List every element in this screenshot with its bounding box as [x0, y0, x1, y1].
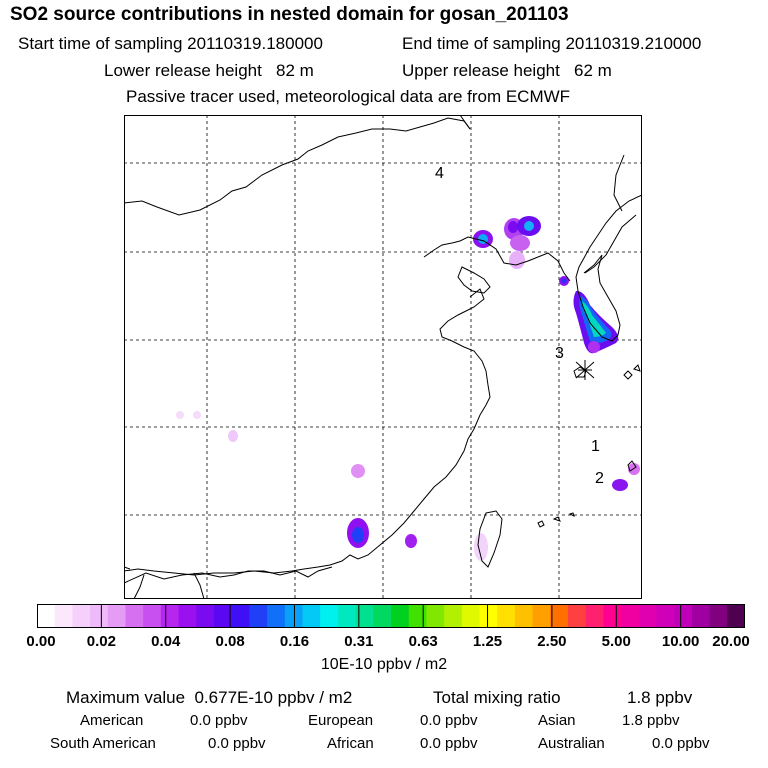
- colorbar-label: 20.00: [712, 633, 750, 650]
- lat-lon-grid: [124, 115, 642, 599]
- release-site: [575, 360, 595, 380]
- total-mixing-ratio-value: 1.8 ppbv: [627, 688, 693, 707]
- colorbar-cell: [497, 604, 516, 628]
- colorbar-label: 0.31: [344, 633, 374, 650]
- colorbar-cell: [391, 604, 410, 628]
- marker-4: 4: [435, 165, 444, 182]
- region-american-value: 0.0 ppbv: [190, 712, 248, 729]
- asterisk-icon: [575, 360, 595, 380]
- colorbar-cell: [302, 604, 321, 628]
- marker-1: 1: [591, 438, 600, 455]
- region-american-name: American: [80, 712, 144, 729]
- colorbar-cell: [249, 604, 268, 628]
- plume-korea: [559, 276, 619, 354]
- colorbar-cell: [603, 604, 622, 628]
- region-european-name: European: [308, 712, 374, 729]
- region-european-value: 0.0 ppbv: [420, 712, 478, 729]
- region-african-name: African: [327, 735, 374, 752]
- colorbar-cell: [550, 604, 569, 628]
- region-australian-name: Australian: [538, 735, 605, 752]
- region-african-value: 0.0 ppbv: [420, 735, 478, 752]
- colorbar-label: 0.08: [215, 633, 245, 650]
- colorbar-cell: [284, 604, 303, 628]
- colorbar-cell: [461, 604, 480, 628]
- colorbar-cell: [355, 604, 374, 628]
- map-frame: 4 3 1 2: [124, 115, 642, 599]
- start-time: Start time of sampling 20110319.180000: [18, 34, 323, 53]
- colorbar: [37, 604, 745, 628]
- colorbar-label: 0.16: [279, 633, 310, 650]
- colorbar-cell: [514, 604, 534, 628]
- region-australian-value: 0.0 ppbv: [652, 735, 710, 752]
- colorbar-cell: [37, 604, 56, 628]
- colorbar-cell: [656, 604, 675, 628]
- colorbar-label: 10.00: [661, 633, 700, 650]
- colorbar-cell: [727, 604, 745, 628]
- colorbar-cell: [585, 604, 604, 628]
- maximum-value: Maximum value 0.677E-10 ppbv / m2: [66, 688, 353, 707]
- colorbar-cell: [107, 604, 126, 628]
- colorbar-cell: [160, 604, 180, 628]
- colorbar-cell: [143, 604, 162, 628]
- tracer-note: Passive tracer used, meteorological data…: [126, 87, 571, 106]
- colorbar-label: 2.50: [537, 633, 567, 650]
- colorbar-cell: [231, 604, 250, 628]
- colorbar-cell: [337, 604, 357, 628]
- colorbar-cell: [90, 604, 109, 628]
- colorbar-cell: [568, 604, 587, 628]
- colorbar-cell: [178, 604, 197, 628]
- total-mixing-ratio-label: Total mixing ratio: [433, 688, 561, 707]
- lower-release-height: Lower release height 82 m: [104, 61, 314, 80]
- colorbar-unit: 10E-10 ppbv / m2: [320, 656, 448, 673]
- colorbar-cell: [532, 604, 551, 628]
- colorbar-label: 0.00: [26, 633, 56, 650]
- colorbar-cell: [638, 604, 657, 628]
- region-south-american-value: 0.0 ppbv: [208, 735, 266, 752]
- colorbar-label: 1.25: [472, 633, 503, 650]
- end-time: End time of sampling 20110319.210000: [402, 34, 702, 53]
- colorbar-cell: [125, 604, 144, 628]
- colorbar-label: 5.00: [601, 633, 631, 650]
- colorbar-cell: [196, 604, 215, 628]
- colorbar-cell: [709, 604, 728, 628]
- plume-south: [176, 411, 640, 561]
- colorbar-cell: [408, 604, 427, 628]
- colorbar-cell: [674, 604, 693, 628]
- colorbar-cell: [373, 604, 392, 628]
- marker-2: 2: [595, 470, 604, 487]
- colorbar-cell: [267, 604, 286, 628]
- upper-release-height: Upper release height 62 m: [402, 61, 612, 80]
- colorbar-label: 0.02: [86, 633, 116, 650]
- colorbar-label: 0.63: [408, 633, 438, 650]
- colorbar-cell: [72, 604, 91, 628]
- colorbar-cell: [426, 604, 445, 628]
- colorbar-cell: [479, 604, 498, 628]
- region-asian-value: 1.8 ppbv: [622, 712, 680, 729]
- colorbar-cell: [214, 604, 233, 628]
- colorbar-label: 0.04: [151, 633, 181, 650]
- colorbar-cell: [320, 604, 339, 628]
- map-title: SO2 source contributions in nested domai…: [10, 4, 569, 25]
- colorbar-cell: [691, 604, 711, 628]
- coastlines: [124, 115, 642, 599]
- colorbar-cell: [444, 604, 463, 628]
- region-south-american-name: South American: [50, 735, 156, 752]
- region-asian-name: Asian: [538, 712, 576, 729]
- colorbar-cell: [621, 604, 640, 628]
- marker-3: 3: [555, 345, 564, 362]
- colorbar-cell: [54, 604, 73, 628]
